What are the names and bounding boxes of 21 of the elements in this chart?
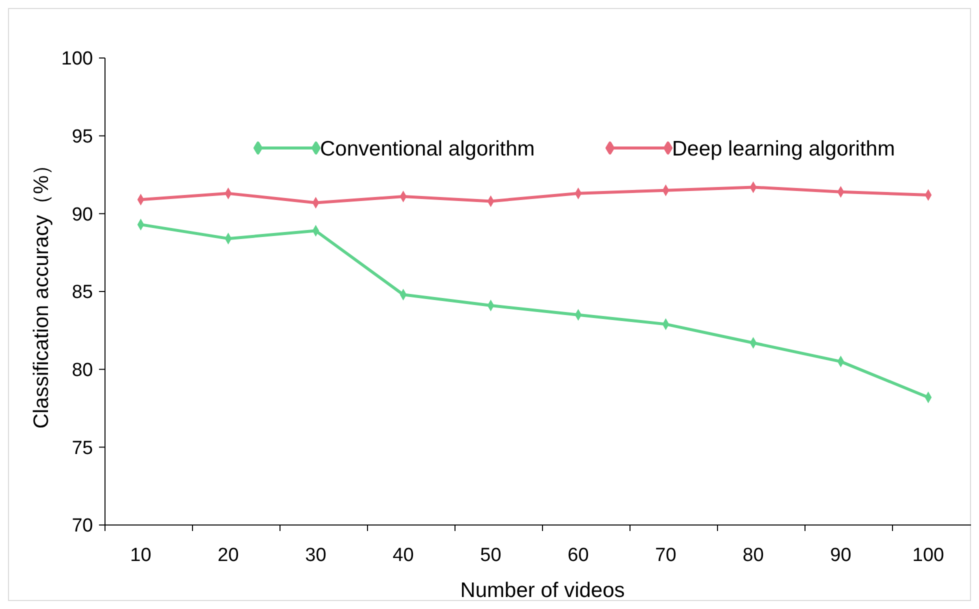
x-tick-label: 60 [568, 545, 589, 566]
y-tick-label: 75 [72, 438, 93, 459]
y-axis-title: Classification accuracy（%） [30, 154, 53, 429]
x-tick-label: 30 [305, 545, 326, 566]
y-tick-label: 100 [61, 48, 93, 70]
legend-label: Conventional algorithm [320, 137, 535, 160]
y-tick-label: 70 [72, 516, 93, 537]
x-tick-label: 100 [912, 545, 944, 566]
y-tick-label: 85 [72, 282, 93, 304]
y-tick-label: 95 [72, 126, 93, 148]
x-tick-label: 20 [218, 545, 239, 566]
x-axis-title: Number of videos [460, 579, 625, 602]
y-tick-label: 90 [72, 204, 93, 226]
x-tick-label: 80 [742, 545, 764, 566]
x-tick-label: 50 [480, 545, 502, 566]
x-tick-label: 70 [655, 545, 676, 566]
y-tick-label: 80 [72, 360, 93, 381]
x-tick-label: 10 [130, 545, 152, 566]
x-tick-label: 90 [830, 545, 852, 566]
legend-label: Deep learning algorithm [672, 137, 895, 160]
x-tick-label: 40 [392, 545, 414, 566]
